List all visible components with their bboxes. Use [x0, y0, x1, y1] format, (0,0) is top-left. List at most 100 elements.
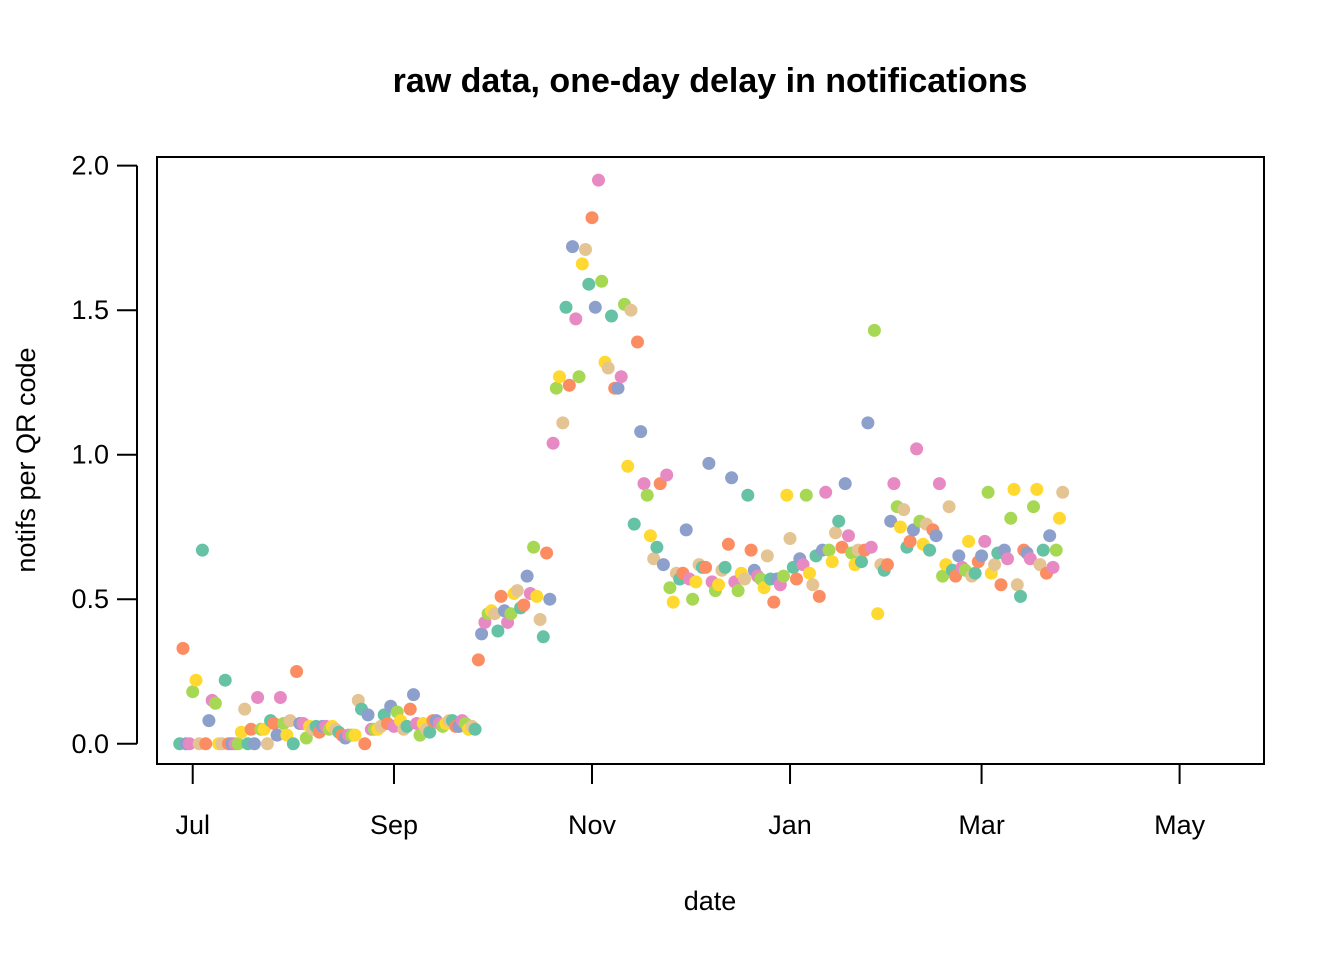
data-point — [475, 627, 489, 641]
data-point — [572, 370, 586, 384]
data-point — [806, 578, 820, 592]
data-point — [202, 714, 216, 728]
data-point — [504, 607, 518, 621]
data-point — [260, 737, 274, 751]
data-point — [760, 549, 774, 563]
data-point — [929, 529, 943, 543]
data-point — [543, 592, 557, 606]
data-point — [640, 488, 654, 502]
data-point — [189, 673, 203, 687]
data-point — [923, 543, 937, 557]
data-point — [520, 569, 534, 583]
data-point — [1049, 543, 1063, 557]
data-point — [595, 274, 609, 288]
data-point — [403, 702, 417, 716]
data-point — [582, 277, 596, 291]
data-point — [186, 685, 200, 699]
data-point — [699, 560, 713, 574]
data-point — [932, 477, 946, 491]
data-point — [1010, 578, 1024, 592]
data-point — [884, 514, 898, 528]
data-point — [218, 673, 232, 687]
data-point — [887, 477, 901, 491]
data-point — [1036, 543, 1050, 557]
data-point — [832, 514, 846, 528]
data-point — [822, 543, 836, 557]
data-point — [491, 624, 505, 638]
x-tick-label: Sep — [370, 810, 418, 840]
data-point — [825, 555, 839, 569]
data-point — [540, 546, 554, 560]
data-point — [731, 584, 745, 598]
data-point — [1014, 589, 1027, 603]
data-point — [585, 211, 599, 225]
data-point — [799, 488, 813, 502]
data-point — [650, 540, 664, 554]
x-tick-label: Jan — [768, 810, 812, 840]
data-point — [988, 558, 1002, 572]
data-point — [637, 477, 651, 491]
x-tick-label: May — [1154, 810, 1206, 840]
data-point — [208, 696, 222, 710]
data-point — [1001, 552, 1014, 566]
data-point — [994, 578, 1008, 592]
data-point — [621, 459, 635, 473]
data-point — [536, 630, 550, 644]
data-point — [553, 370, 566, 384]
data-point — [952, 549, 966, 563]
y-axis-label: notifs per QR code — [11, 347, 41, 572]
data-point — [812, 589, 826, 603]
data-point — [1023, 552, 1037, 566]
data-point — [517, 598, 531, 612]
data-point — [962, 534, 976, 548]
data-point — [864, 540, 878, 554]
data-point — [579, 243, 592, 256]
data-point — [348, 728, 362, 742]
data-point — [686, 592, 700, 606]
data-point — [867, 323, 881, 337]
data-point — [569, 312, 583, 326]
data-point — [663, 581, 677, 595]
data-point — [559, 300, 573, 314]
data-point — [643, 529, 657, 543]
data-point — [647, 552, 661, 566]
data-point — [1004, 511, 1018, 525]
data-point — [975, 549, 989, 563]
y-tick-label: 1.0 — [71, 440, 109, 470]
data-point — [1043, 529, 1057, 543]
data-point — [471, 653, 485, 667]
data-point — [611, 381, 625, 395]
data-point — [855, 555, 868, 569]
data-point — [290, 665, 304, 678]
data-point — [936, 569, 950, 583]
data-point — [231, 737, 245, 751]
data-point — [861, 416, 875, 430]
data-point — [660, 468, 674, 482]
data-point — [656, 558, 670, 572]
data-point — [627, 517, 641, 531]
data-point — [244, 722, 258, 736]
data-point — [777, 569, 790, 583]
data-point — [286, 737, 300, 751]
data-point — [783, 532, 797, 545]
data-point — [530, 589, 544, 603]
data-point — [880, 558, 894, 572]
data-point — [575, 257, 589, 271]
data-point — [407, 688, 420, 702]
data-point — [689, 575, 703, 589]
data-point — [588, 300, 602, 314]
data-point — [533, 613, 547, 626]
data-point — [721, 537, 735, 551]
data-point — [468, 722, 482, 736]
y-axis: 0.0 0.5 1.0 1.5 2.0 — [71, 151, 138, 759]
data-point — [601, 361, 615, 375]
data-point — [247, 737, 261, 751]
data-point — [725, 471, 739, 485]
data-point — [819, 485, 833, 499]
data-point — [718, 560, 732, 574]
data-point — [741, 488, 755, 502]
data-point — [744, 543, 758, 557]
data-point — [546, 436, 560, 450]
data-point — [842, 529, 855, 543]
